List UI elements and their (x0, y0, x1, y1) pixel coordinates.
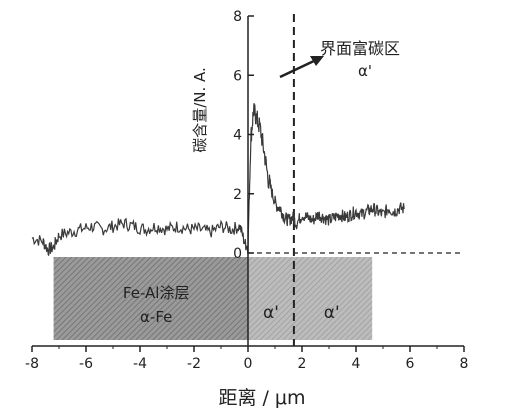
y-tick-label: 0 (233, 246, 242, 262)
alpha-prime-region (248, 257, 373, 340)
x-tick-label: 2 (298, 356, 307, 372)
y-ticks: 0 2 4 6 8 (233, 9, 254, 262)
x-tick-label: -6 (79, 356, 93, 372)
annotation-line1: 界面富碳区 (320, 39, 400, 58)
x-tick-label: -2 (187, 356, 201, 372)
x-tick-label: 0 (244, 356, 253, 372)
x-ticks: -8 -6 -4 -2 0 2 4 6 8 (25, 346, 468, 372)
x-tick-label: 6 (406, 356, 415, 372)
annotation-line2: α' (358, 62, 372, 80)
x-tick-label: 4 (352, 356, 361, 372)
coating-label-line1: Fe-Al涂层 (123, 284, 190, 302)
y-axis-label: 碳含量/N. A. (191, 67, 209, 153)
x-tick-label: -4 (133, 356, 147, 372)
alpha-prime-label-1: α' (263, 303, 279, 323)
alpha-prime-label-2: α' (324, 303, 340, 323)
annotation-arrow-head (310, 56, 324, 66)
y-tick-label: 6 (233, 68, 242, 84)
x-tick-label: -8 (25, 356, 39, 372)
coating-label-line2: α-Fe (140, 308, 172, 326)
annotation-arrow (279, 58, 317, 79)
y-tick-label: 8 (233, 9, 242, 25)
y-tick-label: 4 (233, 128, 242, 144)
x-tick-label: 8 (460, 356, 469, 372)
y-tick-label: 2 (233, 187, 242, 203)
carbon-series-line (31, 103, 405, 256)
x-axis-label: 距离 / μm (218, 387, 305, 409)
coating-region (53, 257, 248, 340)
